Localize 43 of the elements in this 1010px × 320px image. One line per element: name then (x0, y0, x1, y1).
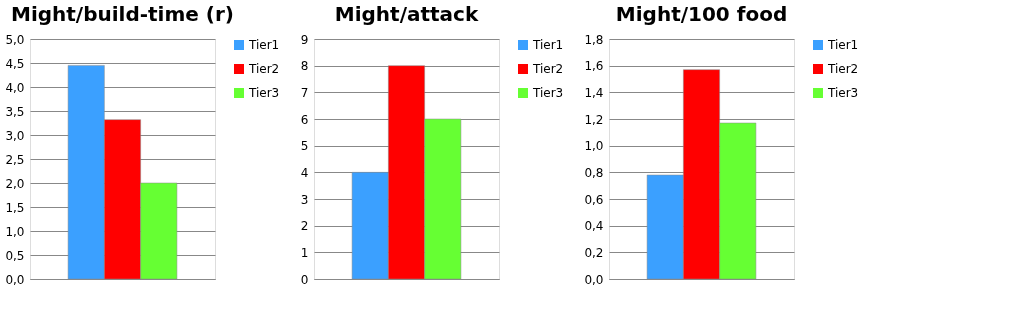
y-tick-label: 1,5 (5, 200, 25, 215)
legend-label: Tier3 (532, 86, 564, 100)
legend-label: Tier2 (248, 62, 280, 76)
y-tick-label: 7 (300, 85, 309, 100)
y-tick-label: 2,5 (5, 152, 25, 167)
y-tick-label: 4,0 (5, 80, 25, 95)
legend-label: Tier2 (532, 62, 564, 76)
chart-title: Might/attack (334, 2, 479, 26)
y-tick-label: 1,6 (584, 59, 604, 74)
legend-label: Tier1 (827, 38, 859, 52)
y-tick-label: 0 (300, 272, 309, 287)
y-tick-label: 3,5 (5, 104, 25, 119)
y-tick-label: 2,0 (5, 176, 25, 191)
y-tick-label: 1,0 (5, 224, 25, 239)
chart-title: Might/build-time (r) (11, 2, 234, 26)
chart-title: Might/100 food (615, 2, 788, 26)
y-tick-label: 1,0 (584, 139, 604, 154)
legend-label: Tier2 (827, 62, 859, 76)
legend-label: Tier1 (248, 38, 280, 52)
y-tick-label: 5 (300, 139, 309, 154)
y-tick-label: 6 (300, 112, 309, 127)
y-tick-label: 0,0 (584, 272, 604, 287)
y-tick-label: 0,4 (584, 219, 604, 234)
y-tick-label: 0,8 (584, 165, 604, 180)
y-tick-label: 3,0 (5, 128, 25, 143)
y-tick-label: 1,2 (584, 112, 604, 127)
y-tick-label: 3 (300, 192, 309, 207)
y-tick-label: 1 (300, 245, 309, 260)
y-tick-label: 0,6 (584, 192, 604, 207)
y-tick-label: 4,5 (5, 56, 25, 71)
y-tick-label: 1,8 (584, 32, 604, 47)
y-tick-label: 9 (300, 32, 309, 47)
y-tick-label: 4 (300, 165, 309, 180)
y-tick-label: 0,5 (5, 248, 25, 263)
y-tick-label: 8 (300, 59, 309, 74)
legend-label: Tier3 (248, 86, 280, 100)
y-tick-label: 2 (300, 219, 309, 234)
y-tick-label: 0,0 (5, 272, 25, 287)
y-tick-label: 0,2 (584, 245, 604, 260)
y-tick-label: 1,4 (584, 85, 604, 100)
legend-label: Tier1 (532, 38, 564, 52)
y-tick-label: 5,0 (5, 32, 25, 47)
legend-label: Tier3 (827, 86, 859, 100)
